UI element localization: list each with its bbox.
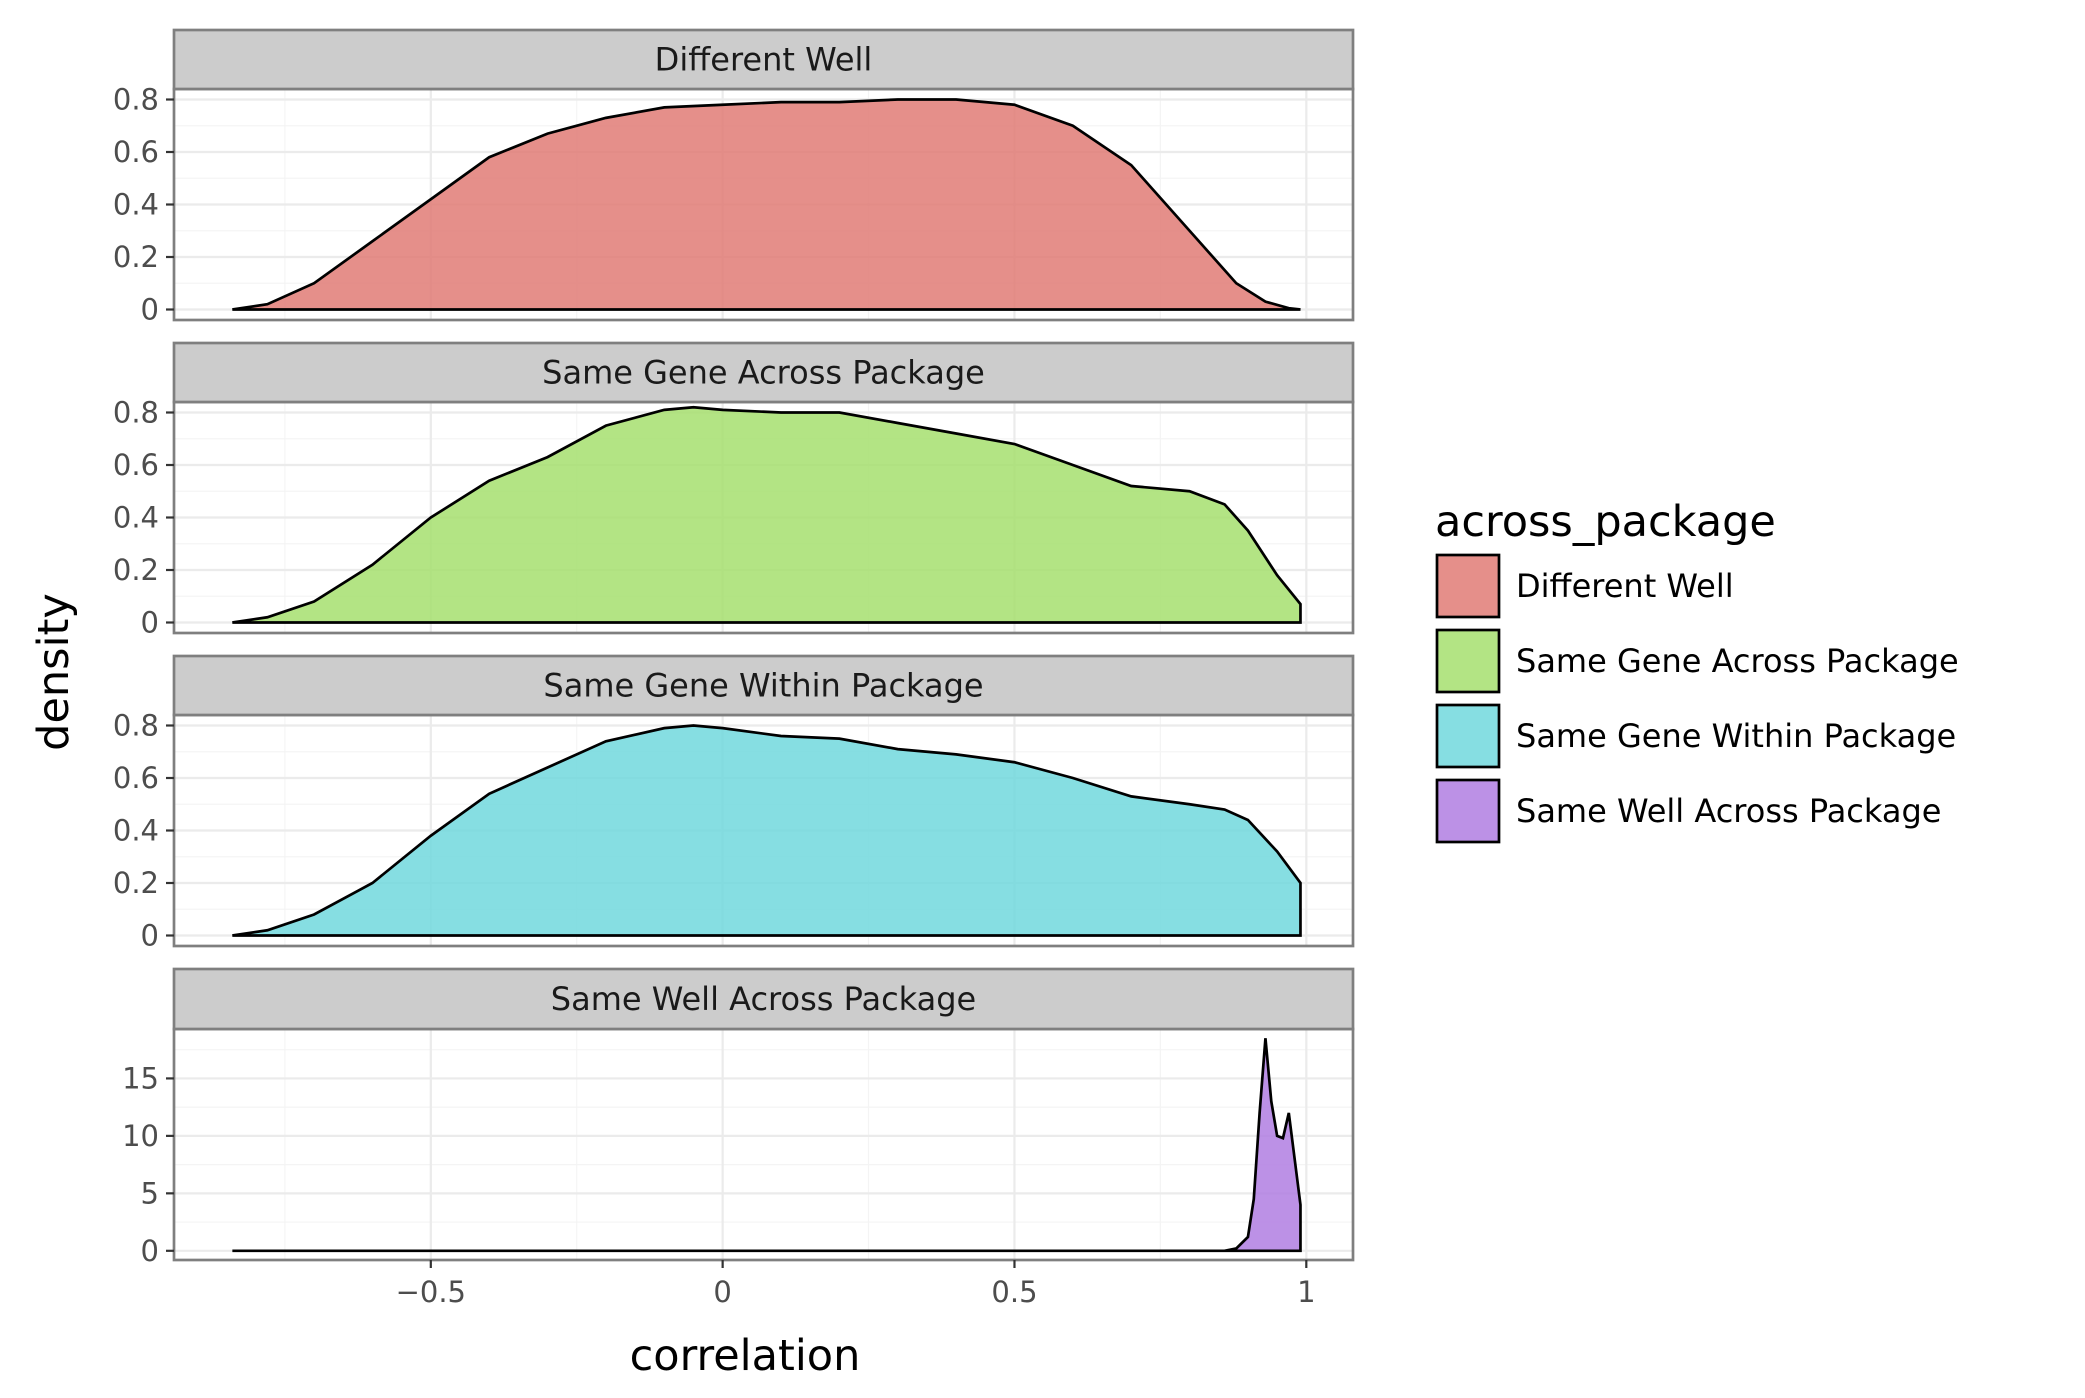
y-tick-label: 0.2 xyxy=(113,866,159,900)
y-tick-label: 15 xyxy=(122,1061,159,1095)
legend-label: Same Well Across Package xyxy=(1516,792,1941,830)
facet-strip-label: Same Gene Across Package xyxy=(542,354,985,392)
y-tick-label: 0.6 xyxy=(113,135,159,169)
y-tick-label: 0 xyxy=(141,1234,159,1268)
legend-swatch xyxy=(1435,628,1501,694)
legend-title: across_package xyxy=(1435,497,1776,547)
density-area-same-gene-across-package xyxy=(232,405,1302,624)
y-tick-label: 0 xyxy=(141,919,159,953)
density-area-different-well xyxy=(232,98,1301,311)
legend-label: Different Well xyxy=(1516,567,1734,605)
y-tick-label: 0.6 xyxy=(113,448,159,482)
x-tick-label: 0 xyxy=(713,1275,731,1309)
facet-strip xyxy=(172,341,1355,404)
y-tick-label: 0.8 xyxy=(113,83,159,117)
legend: across_package Different Well Same Gene A… xyxy=(1435,497,1959,844)
y-tick-label: 0.6 xyxy=(113,761,159,795)
y-tick-label: 0.2 xyxy=(113,553,159,587)
panel-background xyxy=(174,1029,1353,1260)
legend-label: Same Gene Within Package xyxy=(1516,717,1956,755)
y-tick-label: 0 xyxy=(141,293,159,327)
y-tick-label: 0.8 xyxy=(113,396,159,430)
y-tick-label: 5 xyxy=(141,1176,159,1210)
facet-strip xyxy=(172,967,1355,1031)
y-tick-label: 10 xyxy=(122,1119,159,1153)
density-area-same-well-across-package xyxy=(232,1038,1302,1253)
facet-panel-same-gene-within-package: Same Gene Within Package 0 0.2 0.4 0.6 0.8 xyxy=(113,654,1355,953)
legend-item-same-gene-within-package: Same Gene Within Package xyxy=(1435,703,1956,769)
legend-swatch xyxy=(1435,553,1501,619)
facet-panel-same-gene-across-package: Same Gene Across Package 0 0.2 0.4 0.6 0.8 xyxy=(113,341,1355,640)
y-tick-label: 0.4 xyxy=(113,814,159,848)
facet-strip xyxy=(172,654,1355,717)
facet-strip xyxy=(172,28,1355,91)
legend-swatch xyxy=(1435,778,1501,844)
x-axis-title: correlation xyxy=(630,1331,861,1381)
x-tick-label: 0.5 xyxy=(991,1275,1037,1309)
facet-strip-label: Same Gene Within Package xyxy=(543,667,983,705)
facet-panel-same-well-across-package: Same Well Across Package 0 5 10 15 xyxy=(122,967,1355,1268)
legend-item-same-gene-across-package: Same Gene Across Package xyxy=(1435,628,1959,694)
y-tick-label: 0.2 xyxy=(113,240,159,274)
x-tick-label: −0.5 xyxy=(396,1275,466,1309)
facet-strip-label: Different Well xyxy=(655,41,873,79)
legend-label: Same Gene Across Package xyxy=(1516,642,1959,680)
y-tick-label: 0.8 xyxy=(113,709,159,743)
y-axis-title: density xyxy=(29,593,79,751)
y-tick-label: 0.4 xyxy=(113,188,159,222)
x-tick-label: 1 xyxy=(1297,1275,1315,1309)
legend-swatch xyxy=(1435,703,1501,769)
density-area-same-gene-within-package xyxy=(232,724,1302,937)
facet-strip-label: Same Well Across Package xyxy=(551,980,976,1018)
legend-item-different-well: Different Well xyxy=(1435,553,1734,619)
facet-panel-different-well: Different Well 0 0.2 0.4 0.6 0.8 xyxy=(113,28,1355,327)
legend-item-same-well-across-package: Same Well Across Package xyxy=(1435,778,1941,844)
y-tick-label: 0 xyxy=(141,606,159,640)
y-tick-label: 0.4 xyxy=(113,501,159,535)
